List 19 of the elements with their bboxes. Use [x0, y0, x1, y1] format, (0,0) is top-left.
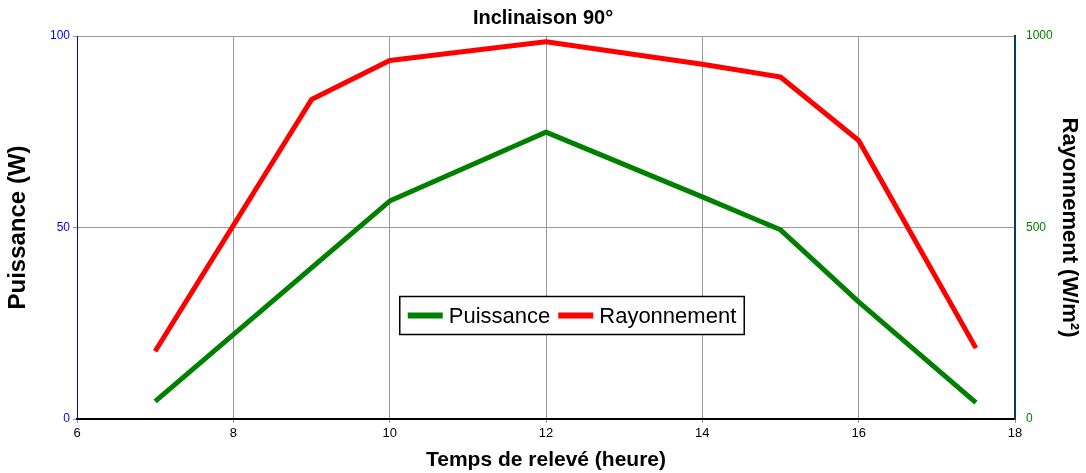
x-tick-label: 8	[229, 425, 237, 441]
y2-tick-label: 0	[1026, 411, 1033, 426]
y2-axis-title: Rayonnement (W/m²)	[1057, 117, 1083, 338]
x-tick-label: 12	[538, 425, 554, 441]
y-tick-label: 50	[56, 219, 71, 234]
legend-label: Rayonnement	[599, 302, 737, 328]
y2-tick-label: 1000	[1026, 28, 1054, 43]
x-tick-label: 16	[851, 425, 866, 441]
x-axis-title: Temps de relevé (heure)	[425, 447, 667, 471]
x-tick-label: 10	[382, 425, 397, 441]
x-tick-label: 18	[1007, 425, 1023, 441]
y-tick-label: 0	[63, 411, 71, 426]
chart-title: Inclinaison 90°	[472, 5, 614, 28]
y2-tick-label: 500	[1026, 219, 1047, 234]
x-tick-label: 6	[73, 425, 81, 441]
y-axis-title: Puissance (W)	[3, 145, 31, 310]
x-tick-label: 14	[695, 425, 710, 441]
y-tick-label: 100	[49, 28, 71, 43]
legend-label: Puissance	[448, 302, 551, 328]
